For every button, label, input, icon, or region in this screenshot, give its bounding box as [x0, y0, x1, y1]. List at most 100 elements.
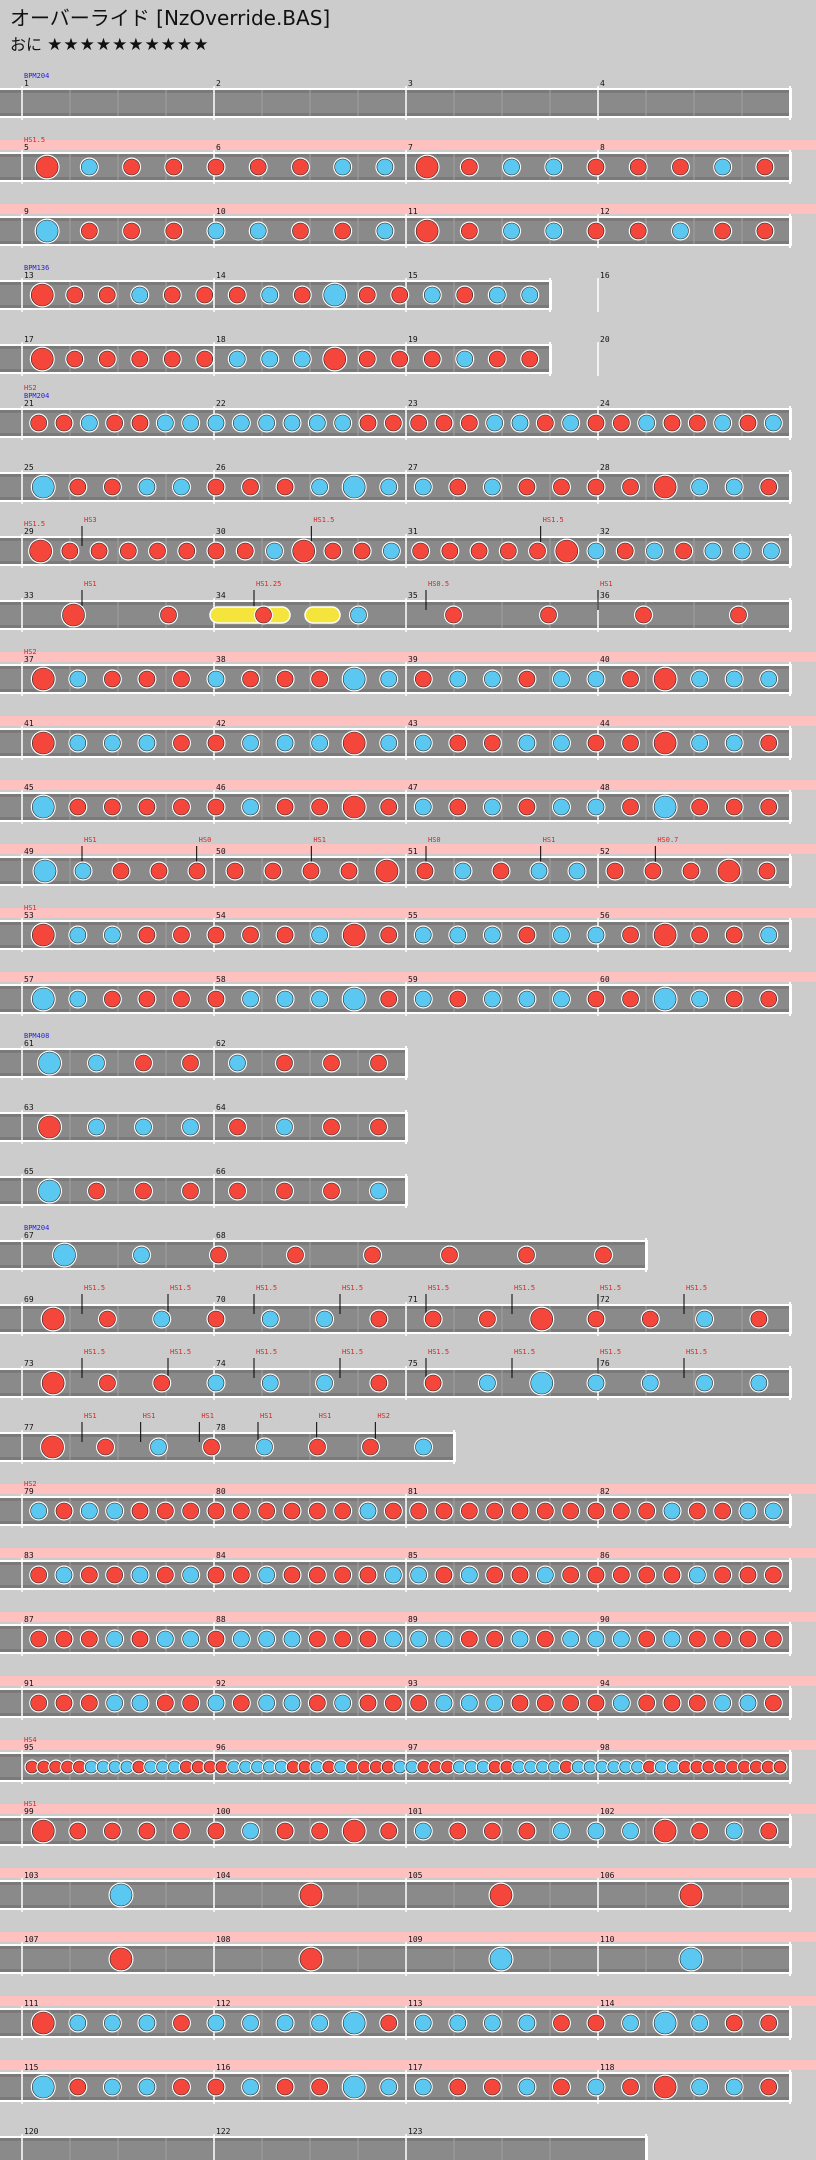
don-note — [173, 926, 190, 944]
don-note — [31, 731, 55, 755]
don-note — [41, 1307, 65, 1331]
ka-note — [691, 2014, 708, 2032]
ka-note — [334, 1760, 347, 1774]
don-note — [449, 478, 467, 496]
speed-change-label: HS1 — [319, 1412, 332, 1420]
don-note — [587, 222, 605, 240]
don-note — [242, 670, 259, 688]
ka-note — [704, 542, 722, 560]
don-note — [207, 926, 225, 944]
ka-note — [258, 1630, 275, 1648]
don-note — [691, 798, 708, 816]
don-note — [236, 542, 254, 560]
don-note — [30, 283, 54, 307]
don-note — [587, 158, 605, 176]
don-note — [370, 1054, 387, 1072]
bar-number: 96 — [216, 1743, 226, 1752]
don-note — [203, 1760, 217, 1774]
don-note — [690, 1760, 704, 1774]
speed-change-label: HS1.5 — [600, 1348, 621, 1356]
ka-note — [696, 1374, 713, 1392]
don-note — [334, 1566, 351, 1584]
don-note — [613, 1566, 630, 1584]
ka-note — [233, 414, 250, 432]
bar-number: 49 — [24, 847, 34, 856]
speed-change-label: HS1 — [201, 1412, 214, 1420]
don-note — [196, 286, 214, 304]
don-note — [55, 1630, 73, 1648]
don-note — [81, 1694, 98, 1712]
don-note — [207, 1566, 225, 1584]
bar-number: 28 — [600, 463, 610, 472]
ka-note — [638, 414, 655, 432]
ka-note — [453, 1760, 466, 1774]
don-note — [226, 862, 244, 880]
ka-note — [696, 1310, 713, 1328]
gogo-band — [0, 204, 816, 214]
bar-number: 72 — [600, 1295, 610, 1304]
ka-note — [414, 2078, 432, 2096]
don-note — [760, 798, 778, 816]
ka-note — [258, 414, 275, 432]
ka-note — [488, 286, 506, 304]
don-note — [449, 1822, 467, 1840]
speed-change-label: HS1.5 — [514, 1348, 535, 1356]
bar-number: 11 — [408, 207, 418, 216]
bar-number: 108 — [216, 1935, 231, 1944]
ka-note — [242, 2014, 259, 2032]
ka-note — [156, 1760, 169, 1774]
don-note — [207, 1822, 225, 1840]
don-note — [109, 1947, 133, 1971]
bar-number: 24 — [600, 399, 610, 408]
bar-number: 31 — [408, 527, 418, 536]
ka-note — [104, 926, 121, 944]
bpm-label: BPM204 — [24, 72, 49, 80]
bar-number: 80 — [216, 1487, 226, 1496]
ka-note — [182, 414, 199, 432]
don-note — [587, 414, 605, 432]
ka-note — [182, 1118, 199, 1136]
don-note — [81, 222, 98, 240]
don-note — [678, 1760, 692, 1774]
don-note — [30, 1630, 47, 1648]
bar-number: 51 — [408, 847, 418, 856]
bar-number: 23 — [408, 399, 418, 408]
bar-number: 48 — [600, 783, 610, 792]
speed-change-label: HS1.5 — [84, 1284, 105, 1292]
don-note — [641, 1310, 659, 1328]
speed-change-label: HS1.5 — [313, 516, 334, 524]
ka-note — [622, 2014, 639, 2032]
speed-label: HS1.5 — [24, 136, 45, 144]
don-note — [653, 1819, 677, 1843]
ka-note — [484, 670, 501, 688]
ka-note — [489, 1947, 513, 1971]
don-note — [449, 734, 467, 752]
ka-note — [30, 1502, 47, 1520]
don-note — [55, 1694, 73, 1712]
don-note — [484, 1822, 501, 1840]
don-note — [173, 1822, 190, 1840]
bar-number: 16 — [600, 271, 610, 280]
don-note — [375, 859, 399, 883]
speed-change-label: HS1.5 — [84, 1348, 105, 1356]
speed-change-label: HS1 — [313, 836, 326, 844]
speed-change-label: HS1 — [143, 1412, 156, 1420]
don-note — [587, 1566, 605, 1584]
don-note — [653, 731, 677, 755]
speed-change-label: HS1 — [543, 836, 556, 844]
ka-note — [691, 478, 708, 496]
don-note — [207, 1502, 225, 1520]
speed-change-label: HS0.7 — [657, 836, 678, 844]
ka-note — [261, 350, 279, 368]
don-note — [773, 1760, 787, 1774]
bar-number: 77 — [24, 1423, 34, 1432]
don-note — [682, 862, 700, 880]
ka-note — [242, 798, 259, 816]
don-note — [587, 734, 605, 752]
don-note — [242, 926, 259, 944]
don-note — [276, 670, 294, 688]
don-note — [537, 1502, 554, 1520]
speed-change-label: HS1 — [600, 580, 613, 588]
ka-note — [530, 1371, 554, 1395]
ka-note — [283, 414, 301, 432]
